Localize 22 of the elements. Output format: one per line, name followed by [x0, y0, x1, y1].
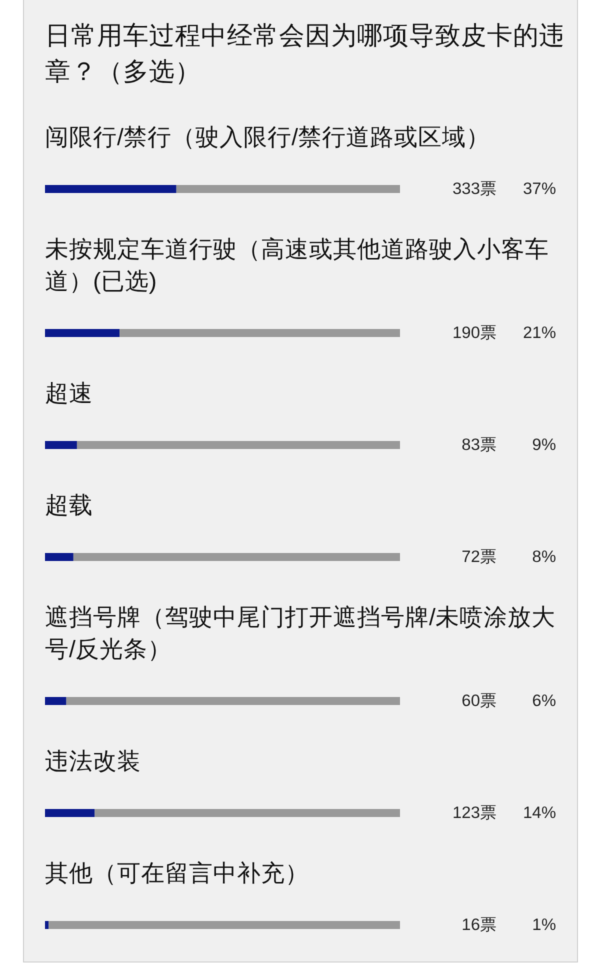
value-label: 1%	[532, 916, 556, 934]
value-label: 14%	[522, 804, 556, 822]
category: 超载	[45, 492, 93, 518]
value-label: 21%	[522, 324, 556, 342]
category: 遮挡号牌（驾驶中尾门打开遮挡号牌/未喷涂放大号/反光条）	[45, 604, 556, 662]
annotation: 190票	[452, 324, 497, 342]
title: 日常用车过程中经常会因为哪项导致皮卡的违章？（多选）	[45, 22, 565, 86]
annotation: 60票	[462, 692, 497, 710]
annotation: 333票	[452, 180, 497, 198]
category: 未按规定车道行驶（高速或其他道路驶入小客车道）(已选)	[45, 236, 549, 294]
annotation: 123票	[452, 804, 497, 822]
category: 闯限行/禁行（驶入限行/禁行道路或区域）	[45, 124, 490, 150]
annotation: 72票	[462, 548, 497, 566]
category: 超速	[45, 380, 93, 406]
annotation: 83票	[462, 436, 497, 454]
value-label: 9%	[532, 436, 556, 454]
value-label: 37%	[522, 180, 556, 198]
category: 违法改装	[45, 748, 141, 774]
annotation: 16票	[462, 916, 497, 934]
value-label: 8%	[532, 548, 556, 566]
value-label: 6%	[532, 692, 556, 710]
category: 其他（可在留言中补充）	[45, 860, 309, 886]
